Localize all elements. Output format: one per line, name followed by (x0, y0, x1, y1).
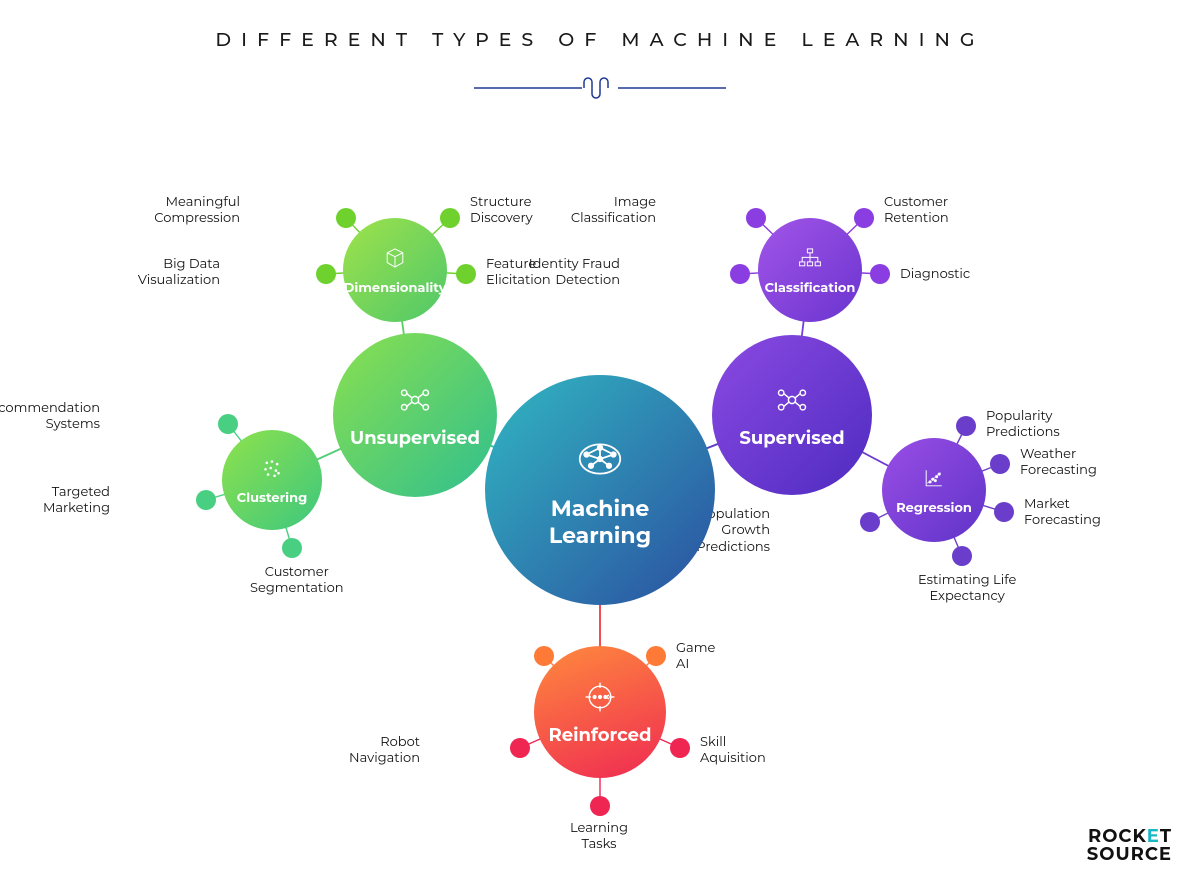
node-supervised: Supervised (712, 335, 872, 495)
leaf-label: Diagnostic (900, 266, 970, 282)
leaf-dot (994, 502, 1014, 522)
page-title: DIFFERENT TYPES OF MACHINE LEARNING (0, 28, 1200, 51)
leaf-label: Market Forecasting (1024, 496, 1101, 529)
node-label: Reinforced (548, 724, 651, 746)
dots-icon (259, 455, 285, 486)
network-icon (774, 382, 810, 423)
leaf-dot (956, 416, 976, 436)
leaf-label: Recommendation Systems (0, 400, 100, 433)
node-label: Dimensionality (344, 280, 447, 296)
node-unsupervised: Unsupervised (333, 333, 497, 497)
cube-icon (382, 245, 408, 276)
node-clustering: Clustering (222, 430, 322, 530)
leaf-label: Structure Discovery (470, 194, 533, 227)
leaf-label: Game AI (676, 640, 715, 673)
leaf-dot (456, 264, 476, 284)
leaf-dot (952, 546, 972, 566)
node-classification: Classification (758, 218, 862, 322)
brand-logo: ROCKET SOURCE (1087, 827, 1172, 863)
divider-ornament (470, 76, 730, 100)
leaf-dot (646, 646, 666, 666)
leaf-dot (534, 646, 554, 666)
leaf-dot (510, 738, 530, 758)
leaf-dot (218, 414, 238, 434)
leaf-dot (670, 738, 690, 758)
leaf-dot (196, 490, 216, 510)
leaf-label: Estimating Life Expectancy (918, 572, 1016, 605)
logo-text: SOURCE (1087, 845, 1172, 863)
brain-icon (573, 432, 627, 491)
leaf-label: Robot Navigation (349, 734, 420, 767)
scatter-icon (921, 465, 947, 496)
leaf-label: Learning Tasks (570, 820, 628, 853)
node-label: Clustering (237, 490, 307, 506)
leaf-label: Customer Segmentation (250, 564, 344, 597)
hierarchy-icon (797, 245, 823, 276)
node-dimensionality: Dimensionality (343, 218, 447, 322)
node-reinforced: Reinforced (534, 646, 666, 778)
node-label: Regression (896, 500, 972, 516)
leaf-label: Customer Retention (884, 194, 949, 227)
leaf-dot (282, 538, 302, 558)
node-label: Supervised (739, 427, 844, 449)
leaf-dot (336, 208, 356, 228)
node-regression: Regression (882, 438, 986, 542)
leaf-dot (316, 264, 336, 284)
leaf-dot (870, 264, 890, 284)
leaf-dot (746, 208, 766, 228)
leaf-dot (590, 796, 610, 816)
node-label: Unsupervised (350, 427, 480, 449)
leaf-dot (730, 264, 750, 284)
leaf-label: Image Classification (571, 194, 656, 227)
leaf-label: Popularity Predictions (986, 408, 1060, 441)
node-label: Machine Learning (549, 495, 651, 549)
leaf-dot (854, 208, 874, 228)
leaf-label: Weather Forecasting (1020, 446, 1097, 479)
leaf-label: Meaningful Compression (154, 194, 240, 227)
leaf-label: Identity Fraud Detection (529, 256, 620, 289)
leaf-label: Big Data Visualization (138, 256, 220, 289)
network-icon (397, 382, 433, 423)
leaf-label: Targeted Marketing (43, 484, 110, 517)
node-center: Machine Learning (485, 375, 715, 605)
leaf-label: Skill Aquisition (700, 734, 766, 767)
leaf-dot (860, 512, 880, 532)
node-label: Classification (765, 280, 856, 296)
leaf-dot (990, 454, 1010, 474)
target-icon (582, 679, 618, 720)
leaf-dot (440, 208, 460, 228)
